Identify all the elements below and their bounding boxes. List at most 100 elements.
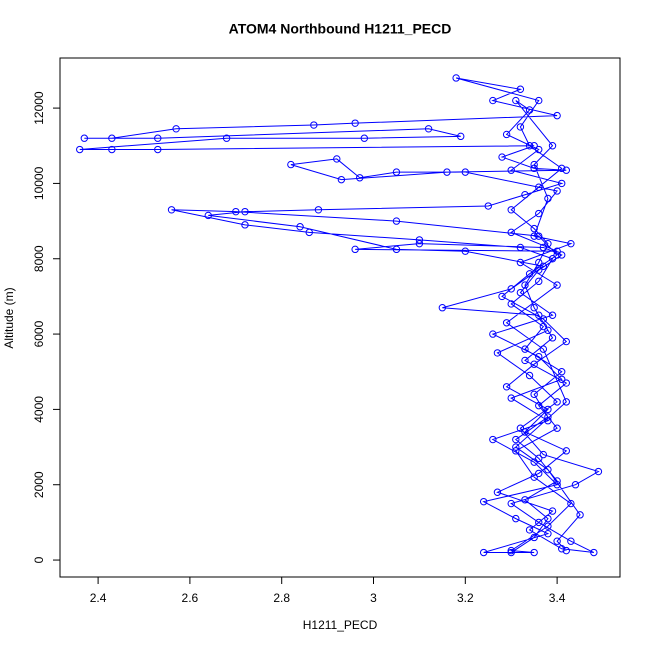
data-point <box>512 96 520 105</box>
data-point <box>558 368 566 376</box>
data-point <box>154 145 162 154</box>
data-line <box>79 77 600 554</box>
data-point <box>525 142 534 150</box>
y-tick-label: 12000 <box>32 91 46 125</box>
data-point <box>553 187 561 195</box>
plot-frame <box>59 57 621 578</box>
data-point <box>443 168 451 176</box>
data-point <box>489 330 497 338</box>
data-point <box>544 405 552 414</box>
x-tick-label: 3 <box>370 591 377 605</box>
data-point <box>507 394 515 402</box>
data-point <box>562 379 570 387</box>
data-point <box>512 447 520 455</box>
data-point <box>562 546 570 555</box>
data-point <box>535 469 543 478</box>
x-axis-label: H1211_PECD <box>303 618 378 632</box>
y-tick-label: 6000 <box>32 320 46 347</box>
data-point <box>530 548 538 557</box>
data-point <box>544 522 552 530</box>
data-point <box>530 390 538 399</box>
data-point <box>590 548 598 557</box>
data-point <box>241 207 249 216</box>
data-point <box>489 435 497 444</box>
data-point <box>489 96 497 105</box>
data-point <box>535 145 543 154</box>
data-point <box>548 334 557 342</box>
y-axis-label: Altitude (m) <box>2 287 16 348</box>
data-point <box>576 511 584 519</box>
data-point <box>539 322 548 331</box>
data-point <box>553 251 561 259</box>
data-point <box>525 526 534 534</box>
data-point <box>535 454 543 463</box>
data-point <box>461 168 470 176</box>
data-point <box>562 166 570 174</box>
data-point <box>498 292 506 301</box>
data-point <box>558 164 566 173</box>
data-point <box>530 224 538 233</box>
data-point <box>535 311 543 319</box>
y-tick-label: 8000 <box>32 245 46 272</box>
data-point <box>507 166 515 174</box>
data-point <box>512 443 520 451</box>
data-point <box>544 416 552 425</box>
data-point <box>530 160 538 169</box>
data-point <box>539 315 548 323</box>
data-point <box>516 243 525 252</box>
data-point <box>553 481 561 489</box>
data-point <box>553 398 561 406</box>
data-point <box>525 106 534 114</box>
x-tick-label: 2.4 <box>90 591 107 605</box>
data-point <box>516 85 525 93</box>
data-point <box>521 191 529 199</box>
data-point <box>525 371 534 380</box>
data-point <box>457 132 465 141</box>
data-point <box>553 247 561 255</box>
data-point <box>521 356 529 365</box>
data-point <box>80 134 89 142</box>
data-point <box>415 236 424 244</box>
data-point <box>498 153 506 161</box>
data-point <box>108 134 116 142</box>
data-point <box>558 545 566 553</box>
data-point <box>392 245 401 254</box>
data-point <box>507 548 515 557</box>
data-point <box>530 360 538 368</box>
data-point <box>424 125 433 133</box>
data-point <box>544 194 552 203</box>
data-point <box>507 499 515 508</box>
data-point <box>548 255 557 263</box>
data-point <box>539 450 548 459</box>
data-point <box>553 424 561 432</box>
data-point <box>553 111 561 120</box>
data-point <box>544 413 552 421</box>
x-tick-label: 3.4 <box>549 591 566 605</box>
data-point <box>525 270 534 278</box>
data-point <box>562 337 570 346</box>
data-point <box>204 211 212 220</box>
data-point <box>521 281 529 289</box>
data-point <box>567 499 575 508</box>
data-point <box>535 518 543 527</box>
data-point <box>539 345 548 353</box>
data-point <box>553 477 561 485</box>
x-tick-label: 2.6 <box>182 591 199 605</box>
data-point <box>530 473 538 481</box>
data-point <box>461 247 470 255</box>
data-point <box>479 497 488 506</box>
data-point <box>351 119 359 127</box>
data-point <box>333 155 341 163</box>
data-point <box>530 458 538 466</box>
y-tick-label: 10000 <box>32 166 46 200</box>
data-point <box>535 96 543 105</box>
data-point <box>521 428 529 436</box>
data-point <box>484 202 492 210</box>
data-point <box>438 304 447 312</box>
data-point <box>108 145 116 154</box>
data-point <box>535 183 543 191</box>
data-point <box>167 206 176 214</box>
data-point <box>544 465 552 474</box>
data-point <box>337 175 346 184</box>
